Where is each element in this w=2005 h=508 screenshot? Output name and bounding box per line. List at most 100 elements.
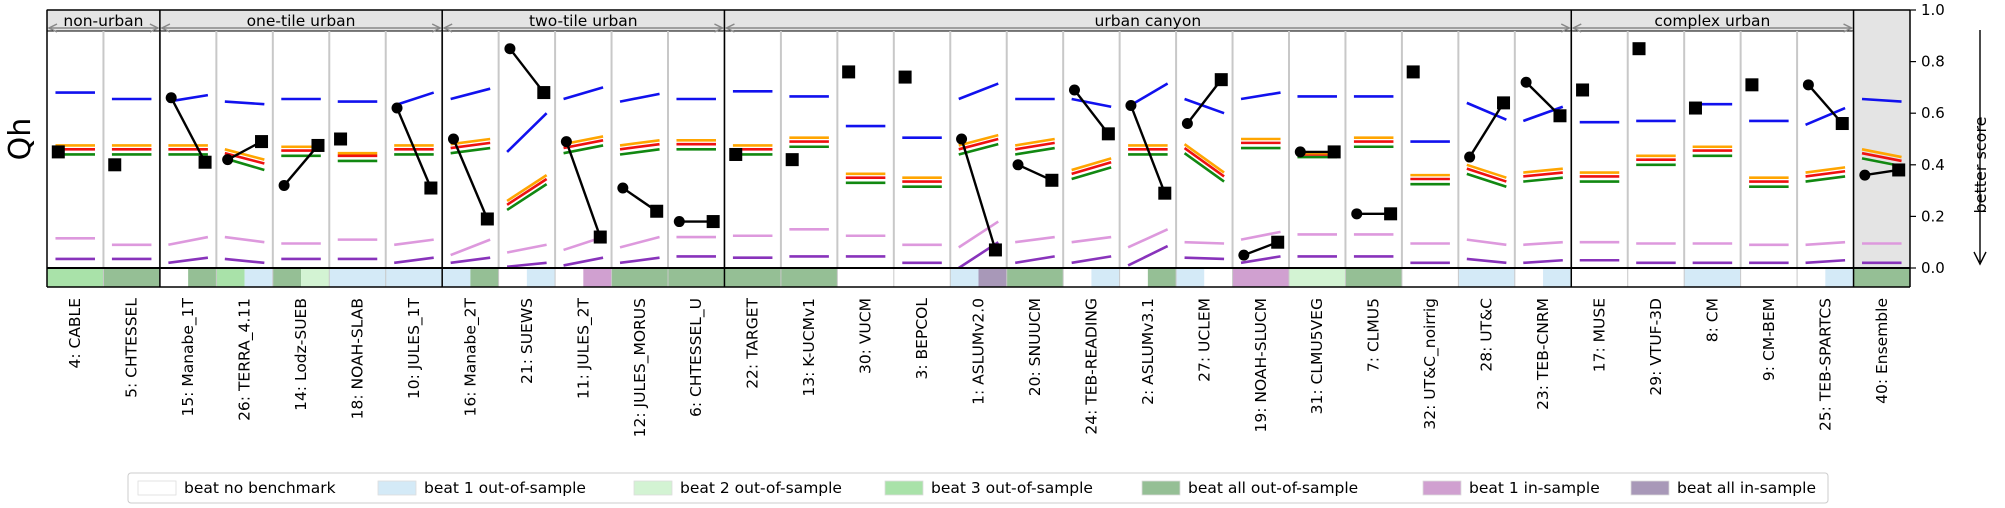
model-column <box>785 95 829 258</box>
category-cell <box>1627 268 1685 287</box>
score-change-line <box>395 107 432 189</box>
red-series-segment <box>224 151 265 165</box>
model-label: 5: CHTESSEL <box>123 298 141 398</box>
score-start-marker <box>1238 249 1250 261</box>
legend-swatch <box>884 480 924 496</box>
pink-series-segment <box>1240 230 1281 241</box>
score-end-marker <box>1214 73 1228 87</box>
score-start-marker <box>1802 79 1814 91</box>
score-start-marker <box>1745 78 1759 92</box>
purple-series-segment <box>1071 255 1112 265</box>
model-label: 11: JULES_2T <box>574 297 593 399</box>
purple-series-segment <box>394 256 434 265</box>
model-label: 30: VUCM <box>857 298 875 374</box>
model-label: 1: ASLUMv2.0 <box>970 298 988 405</box>
category-cell <box>159 268 189 287</box>
pink-series-segment <box>1184 240 1225 245</box>
score-end-marker <box>1384 207 1398 221</box>
orange-series-segment <box>1861 148 1902 159</box>
green-series-segment <box>1466 172 1507 188</box>
model-column <box>1520 76 1567 265</box>
score-start-marker <box>1688 101 1702 115</box>
score-end-marker <box>1271 235 1285 249</box>
group-arrow-left <box>724 23 735 33</box>
category-cell <box>188 268 217 287</box>
legend-label: beat no benchmark <box>184 479 336 497</box>
purple-series-segment <box>168 256 209 265</box>
group-label: non-urban <box>63 12 143 30</box>
purple-series-segment <box>1523 258 1563 265</box>
orange-series-segment <box>1466 163 1507 179</box>
score-start-marker <box>1068 84 1080 96</box>
y-tick-label: 0.6 <box>1921 104 1945 122</box>
category-cell <box>1458 268 1515 287</box>
category-cell <box>526 268 556 287</box>
y-tick-label: 0.8 <box>1921 53 1945 71</box>
ensemble-column-bg <box>1853 10 1910 268</box>
y-tick-label: 0.2 <box>1921 207 1945 225</box>
pink-series-segment <box>506 243 547 254</box>
score-start-marker <box>1294 146 1306 158</box>
blue-series-segment <box>619 92 660 103</box>
category-cell <box>1684 268 1741 287</box>
legend-label: beat 3 out-of-sample <box>931 479 1093 497</box>
score-start-marker <box>1632 42 1646 56</box>
legend-swatch <box>137 480 177 496</box>
model-label: 9: CM-BEM <box>1760 298 1778 381</box>
green-series-segment <box>619 148 660 156</box>
category-cell <box>1119 268 1148 287</box>
model-column <box>842 65 886 258</box>
score-start-marker <box>165 92 177 104</box>
score-end-marker <box>988 243 1002 257</box>
model-label: 23: TEB-CNRM <box>1534 298 1552 410</box>
model-column <box>1576 83 1620 262</box>
model-column <box>1632 42 1676 265</box>
category-cell <box>1147 268 1177 287</box>
category-cell <box>470 268 499 287</box>
category-cell <box>1571 268 1628 287</box>
score-start-marker <box>560 136 572 148</box>
blue-series-segment <box>958 82 999 101</box>
score-change-line <box>1468 102 1505 158</box>
orange-series-segment <box>1805 166 1846 174</box>
model-column <box>1294 95 1341 258</box>
model-column <box>334 100 378 261</box>
score-end-marker <box>1327 145 1341 159</box>
model-column <box>617 92 664 265</box>
score-change-line <box>452 138 489 220</box>
score-end-marker <box>650 204 664 218</box>
purple-series-segment <box>1184 256 1225 261</box>
score-end-marker <box>1553 109 1567 123</box>
score-end-marker <box>593 230 607 244</box>
category-cell <box>47 268 104 287</box>
model-column <box>108 97 152 261</box>
y-tick-label: 0.0 <box>1921 259 1945 277</box>
purple-series-segment <box>1127 244 1169 267</box>
model-column <box>278 97 325 261</box>
blue-series-segment <box>1522 105 1564 123</box>
legend-swatch <box>633 480 673 496</box>
series-layer <box>51 42 1906 270</box>
model-column <box>1745 78 1789 265</box>
model-label: 40: Ensemble <box>1873 298 1891 404</box>
category-cell <box>724 268 781 287</box>
score-start-marker <box>785 153 799 167</box>
model-label: 32: UT&C_noirrig <box>1421 298 1440 430</box>
group-label: two-tile urban <box>529 12 638 30</box>
red-series-segment <box>563 139 604 150</box>
red-series-segment <box>1861 151 1902 163</box>
purple-series-segment <box>224 257 265 265</box>
group-arrow-right <box>431 23 442 33</box>
legend: beat no benchmark beat 1 out-of-sample bea… <box>127 472 1829 504</box>
model-column <box>1688 101 1733 265</box>
better-score-arrow-head <box>1973 251 1987 266</box>
model-column <box>1464 96 1511 265</box>
model-label: 6: CHTESSEL_U <box>687 298 706 417</box>
orange-series-segment <box>958 133 999 147</box>
pink-series-segment <box>1805 240 1846 247</box>
model-column <box>1406 65 1450 265</box>
pink-series-segment <box>958 220 999 249</box>
score-start-marker <box>222 154 234 166</box>
category-cell <box>837 268 894 287</box>
